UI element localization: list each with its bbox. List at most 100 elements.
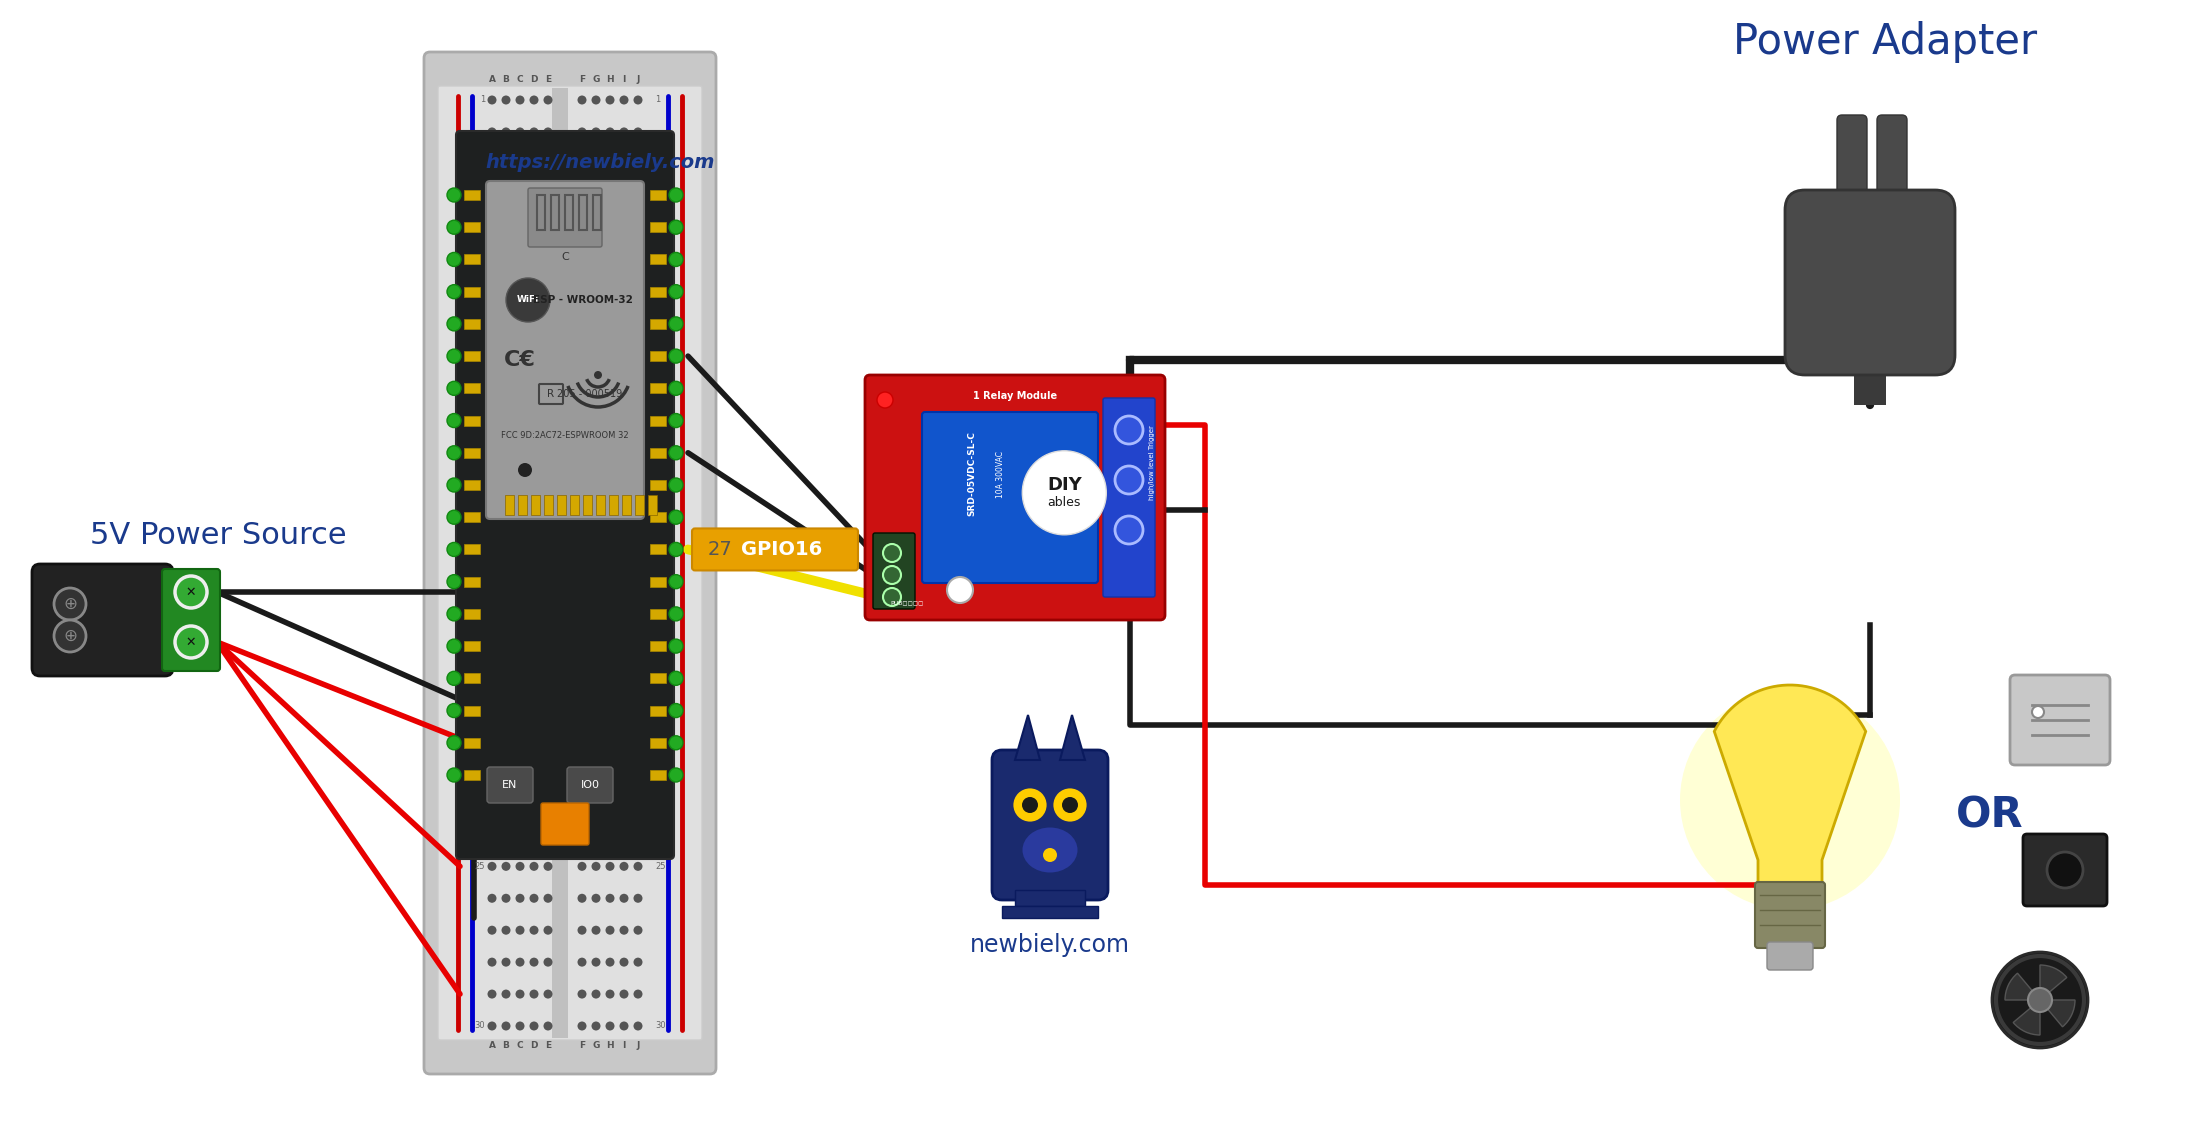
Circle shape [529,255,538,264]
Circle shape [488,990,496,999]
Circle shape [1021,451,1105,534]
Circle shape [604,415,615,423]
Bar [463,447,481,458]
Circle shape [578,510,587,519]
Circle shape [604,670,615,680]
Circle shape [488,223,496,232]
Circle shape [591,990,600,999]
Polygon shape [1714,685,1866,885]
Circle shape [620,95,629,104]
Circle shape [633,478,642,487]
Circle shape [488,159,496,168]
Circle shape [578,990,587,999]
Circle shape [543,766,552,774]
Text: high/low level Trigger: high/low level Trigger [1149,424,1156,500]
Circle shape [633,734,642,744]
FancyBboxPatch shape [488,766,534,803]
Circle shape [668,768,684,782]
Text: 5V Power Source: 5V Power Source [90,521,346,549]
Circle shape [604,574,615,583]
Bar [651,287,666,296]
Circle shape [620,670,629,680]
Circle shape [620,702,629,712]
Circle shape [543,861,552,871]
Text: 10: 10 [655,383,666,392]
Circle shape [516,95,525,104]
Circle shape [578,191,587,200]
Circle shape [620,893,629,903]
Bar [651,609,666,619]
Circle shape [668,446,684,460]
Circle shape [516,990,525,999]
Circle shape [488,829,496,839]
Circle shape [448,639,461,653]
Circle shape [591,159,600,168]
FancyBboxPatch shape [2010,675,2109,765]
Circle shape [591,191,600,200]
Wedge shape [2014,1000,2041,1035]
Circle shape [543,159,552,168]
Circle shape [668,381,684,396]
Circle shape [529,159,538,168]
Bar [651,383,666,394]
Bar [651,351,666,362]
Circle shape [448,574,461,589]
Circle shape [591,702,600,712]
Text: 1 Relay Module: 1 Relay Module [973,391,1057,402]
Circle shape [604,606,615,615]
Circle shape [448,704,461,717]
Circle shape [529,702,538,712]
Circle shape [591,958,600,967]
Text: A: A [488,1041,496,1050]
Text: C: C [516,1041,523,1050]
Circle shape [620,287,629,296]
Circle shape [1114,466,1143,494]
Circle shape [633,319,642,328]
Circle shape [516,287,525,296]
Circle shape [633,542,642,551]
Circle shape [578,319,587,328]
Bar [651,222,666,232]
Text: H: H [607,76,613,85]
Circle shape [501,1022,510,1031]
Circle shape [543,255,552,264]
Circle shape [604,95,615,104]
Circle shape [668,574,684,589]
Circle shape [543,510,552,519]
Bar [651,319,666,328]
Circle shape [604,478,615,487]
Bar [463,254,481,264]
Circle shape [633,893,642,903]
Circle shape [578,223,587,232]
Wedge shape [2005,974,2041,1000]
Text: D: D [529,76,538,85]
Circle shape [488,702,496,712]
Circle shape [543,1022,552,1031]
Circle shape [668,253,684,267]
Circle shape [633,766,642,774]
Circle shape [529,287,538,296]
Circle shape [604,510,615,519]
Text: 15: 15 [474,542,485,551]
Text: B: B [503,76,510,85]
Circle shape [516,606,525,615]
Circle shape [488,638,496,648]
Bar [593,194,600,230]
Circle shape [591,829,600,839]
Circle shape [591,383,600,392]
Circle shape [448,446,461,460]
Circle shape [633,638,642,648]
Circle shape [591,893,600,903]
Circle shape [501,958,510,967]
Circle shape [578,606,587,615]
Circle shape [591,638,600,648]
FancyBboxPatch shape [874,533,915,609]
Bar [552,194,558,230]
Circle shape [448,768,461,782]
Circle shape [620,799,629,807]
Polygon shape [1041,835,1059,852]
Circle shape [516,670,525,680]
Circle shape [543,958,552,967]
Circle shape [1681,690,1899,909]
Circle shape [488,861,496,871]
